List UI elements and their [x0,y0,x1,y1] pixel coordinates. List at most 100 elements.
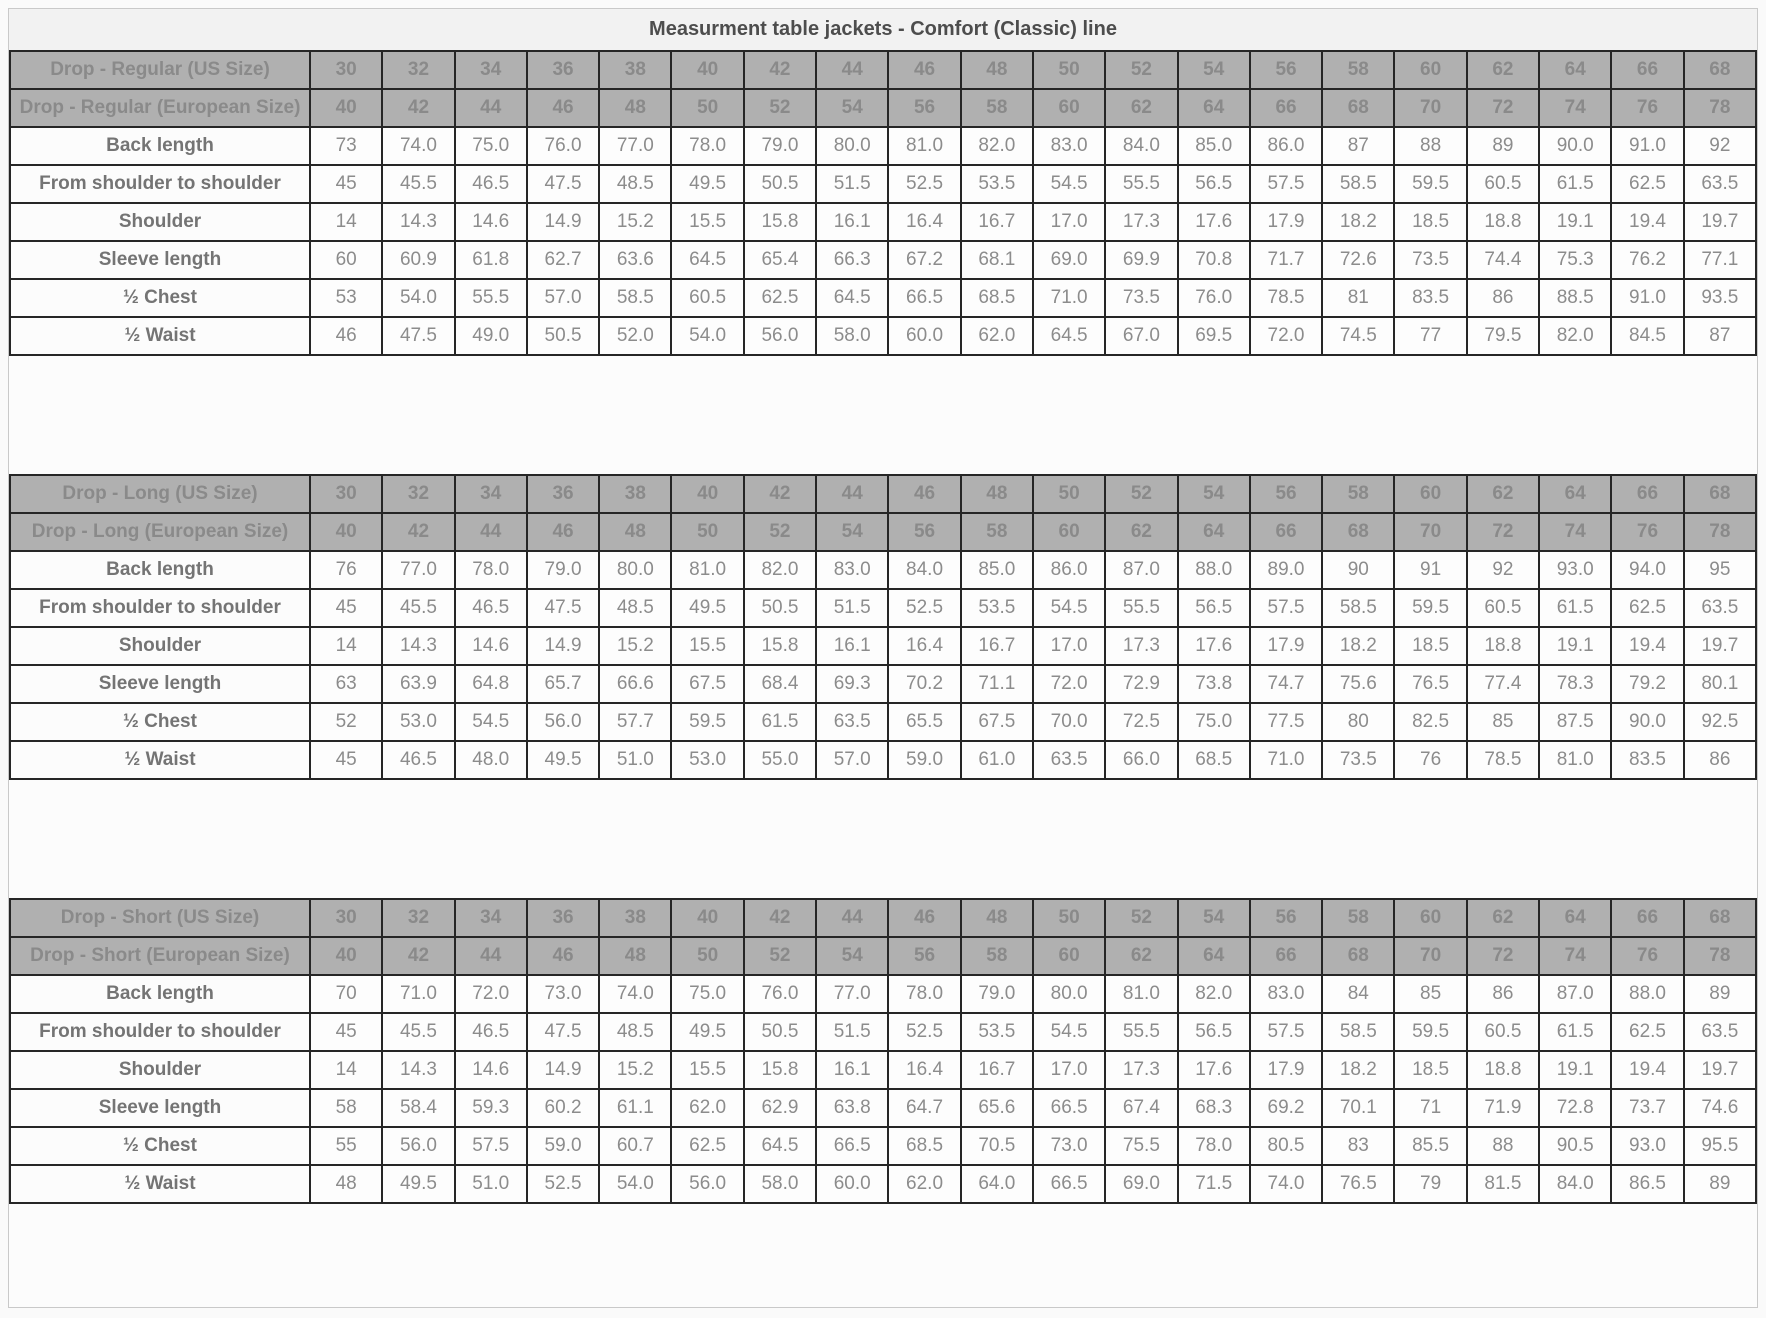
measurement-value-cell: 64.8 [453,664,528,704]
measurement-value-cell: 63 [308,664,384,704]
eu-size-cell: 68 [1321,88,1396,128]
us-size-cell: 46 [887,50,962,90]
eu-size-cell: 70 [1393,88,1468,128]
measurement-value-cell: 55.5 [1104,588,1179,628]
measurement-value-cell: 94.0 [1610,550,1685,590]
measurement-value-cell: 17.0 [1031,1050,1107,1090]
measurement-value-cell: 77.0 [381,550,456,590]
measurement-value-cell: 85.0 [1176,126,1251,166]
eu-size-cell: 64 [1176,512,1251,552]
section-gap [9,356,1757,474]
measurement-value-cell: 72.0 [453,974,528,1014]
measurement-value-cell: 14.6 [453,1050,528,1090]
measurement-value-cell: 60.9 [381,240,456,280]
measurement-value-cell: 15.8 [742,202,818,242]
eu-size-cell: 72 [1465,88,1541,128]
measurement-value-cell: 63.9 [381,664,456,704]
row-label: Drop - Short (US Size) [9,898,311,938]
measurement-value-cell: 47.5 [381,316,456,356]
measurement-value-cell: 50.5 [742,588,818,628]
measurement-value-cell: 92 [1682,126,1757,166]
us-size-header-row: Drop - Short (US Size) 30 32 34 36 38 40 42 44 46… [9,898,1757,938]
measurement-value-cell: 73.0 [1031,1126,1107,1166]
measurement-value-cell: 15.8 [742,626,818,666]
measurement-value-cell: 71.7 [1248,240,1324,280]
measurement-value-cell: 15.2 [598,1050,673,1090]
row-label: Drop - Short (European Size) [9,936,311,976]
section-gap [9,780,1757,898]
measurement-value-cell: 48.5 [598,164,673,204]
measurement-value-cell: 59.3 [453,1088,528,1128]
measurement-value-cell: 58.0 [815,316,890,356]
row-label: Drop - Long (US Size) [9,474,311,514]
us-size-cell: 50 [1031,50,1107,90]
eu-size-cell: 50 [670,512,745,552]
measurement-value-cell: 92 [1465,550,1541,590]
measurement-value-cell: 76.0 [742,974,818,1014]
measurement-value-cell: 89.0 [1248,550,1324,590]
us-size-cell: 66 [1610,898,1685,938]
measurement-value-cell: 46 [308,316,384,356]
measurement-value-cell: 17.3 [1104,202,1179,242]
measurement-value-cell: 83.5 [1610,740,1685,780]
measurement-value-cell: 55.5 [1104,164,1179,204]
measurement-value-cell: 68.4 [742,664,818,704]
us-size-cell: 32 [381,474,456,514]
measurement-value-cell: 58.0 [742,1164,818,1204]
measurement-value-cell: 49.5 [525,740,601,780]
measurement-value-cell: 80.0 [598,550,673,590]
measurement-value-cell: 78.5 [1248,278,1324,318]
measurement-value-cell: 57.5 [453,1126,528,1166]
measurement-value-cell: 70.2 [887,664,962,704]
us-size-cell: 68 [1682,898,1757,938]
measurement-value-cell: 53.5 [959,1012,1034,1052]
measurement-value-cell: 64.5 [670,240,745,280]
measurement-value-cell: 73.7 [1610,1088,1685,1128]
measurement-value-cell: 46.5 [453,588,528,628]
measurement-value-cell: 75.5 [1104,1126,1179,1166]
measurement-value-cell: 18.2 [1321,626,1396,666]
measurement-value-cell: 51.0 [453,1164,528,1204]
measurement-value-cell: 81.0 [670,550,745,590]
row-label: Back length [9,974,311,1014]
eu-size-cell: 44 [453,88,528,128]
measurement-value-cell: 14.3 [381,1050,456,1090]
measurement-value-cell: 17.9 [1248,626,1324,666]
eu-size-cell: 46 [525,936,601,976]
us-size-cell: 30 [308,50,384,90]
measurement-page: Measurment table jackets - Comfort (Clas… [8,8,1758,1308]
us-size-cell: 36 [525,474,601,514]
measurement-value-cell: 60.5 [1465,588,1541,628]
measurement-row: Sleeve length 60 60.9 61.8 62.7 63.6 64.5 65.4 6… [9,240,1757,280]
measurement-value-cell: 52.5 [525,1164,601,1204]
us-size-cell: 58 [1321,474,1396,514]
us-size-header-row: Drop - Regular (US Size) 30 32 34 36 38 40 42 44… [9,50,1757,90]
eu-size-cell: 66 [1248,88,1324,128]
measurement-value-cell: 74.0 [381,126,456,166]
measurement-value-cell: 82.5 [1393,702,1468,742]
measurement-value-cell: 66.5 [1031,1088,1107,1128]
measurement-value-cell: 16.4 [887,626,962,666]
eu-size-cell: 48 [598,936,673,976]
measurement-value-cell: 70.5 [959,1126,1034,1166]
measurement-value-cell: 64.5 [815,278,890,318]
measurement-value-cell: 71.0 [381,974,456,1014]
measurement-value-cell: 75.0 [1176,702,1251,742]
measurement-row: From shoulder to shoulder 45 45.5 46.5 47.5 4… [9,588,1757,628]
measurement-value-cell: 63.5 [1682,164,1757,204]
us-size-cell: 34 [453,474,528,514]
measurement-value-cell: 56.5 [1176,164,1251,204]
measurement-value-cell: 45 [308,1012,384,1052]
measurement-table-regular: Drop - Regular (US Size) 30 32 34 36 38 40 42 44… [9,50,1757,356]
eu-size-cell: 62 [1104,512,1179,552]
measurement-value-cell: 83.5 [1393,278,1468,318]
measurement-value-cell: 74.0 [598,974,673,1014]
measurement-value-cell: 62.0 [959,316,1034,356]
measurement-value-cell: 67.5 [959,702,1034,742]
measurement-value-cell: 14 [308,1050,384,1090]
measurement-value-cell: 15.5 [670,626,745,666]
measurement-value-cell: 60.7 [598,1126,673,1166]
measurement-value-cell: 78.0 [453,550,528,590]
measurement-value-cell: 62.5 [1610,588,1685,628]
measurement-value-cell: 76 [1393,740,1468,780]
